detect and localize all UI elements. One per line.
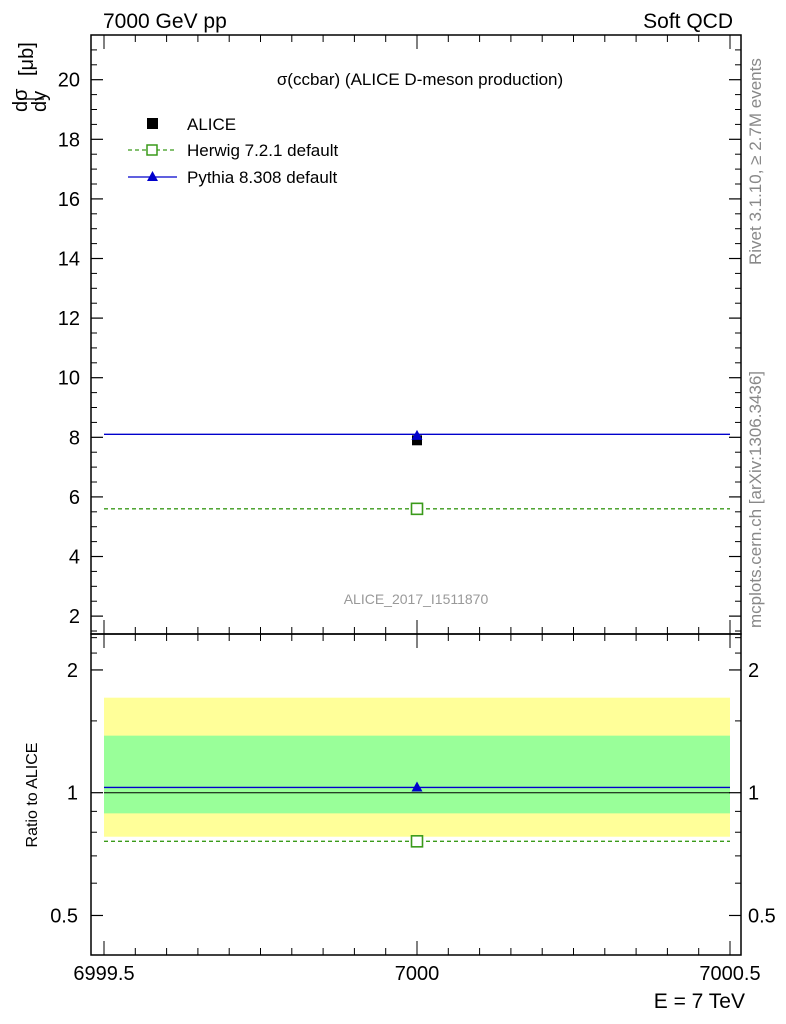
rivet-version-label: Rivet 3.1.10, ≥ 2.7M events: [746, 58, 765, 265]
ratio-pythia-marker: [411, 781, 423, 792]
header-right: Soft QCD: [643, 10, 733, 33]
ratio-y-tick-label-right: 2: [748, 660, 759, 682]
ratio-y-tick-label-right: 0.5: [748, 905, 776, 927]
y-axis-label-unit: [μb]: [16, 42, 38, 76]
legend-alice-marker: [147, 118, 158, 129]
y-tick-label: 12: [58, 308, 80, 330]
ratio-herwig-marker: [410, 835, 424, 848]
ratio-plot-frame: [90, 633, 742, 956]
ratio-y-axis-label: Ratio to ALICE: [24, 743, 41, 848]
plot-title: σ(ccbar) (ALICE D-meson production): [277, 70, 563, 89]
y-tick-label: 16: [58, 189, 80, 211]
header-left: 7000 GeV pp: [103, 10, 227, 33]
ratio-y-tick-label: 1: [67, 783, 78, 805]
y-tick-label: 18: [58, 129, 80, 151]
uncertainty-band-inner: [104, 735, 730, 814]
x-tick-label: 7000: [395, 963, 440, 985]
legend-alice-label: ALICE: [187, 115, 236, 134]
x-axis-label: E = 7 TeV: [654, 990, 745, 1013]
herwig-marker: [410, 502, 424, 516]
y-tick-label: 20: [58, 70, 80, 92]
y-tick-label: 10: [58, 368, 80, 390]
pythia-marker: [411, 429, 423, 440]
y-tick-label: 8: [69, 427, 80, 449]
y-tick-label: 14: [58, 249, 80, 271]
ratio-panel: [104, 781, 730, 848]
y-axis-label-denominator: dy: [29, 91, 51, 112]
legend-herwig-label: Herwig 7.2.1 default: [187, 141, 338, 160]
main-panel: [104, 429, 730, 516]
legend-pythia-label: Pythia 8.308 default: [187, 168, 338, 187]
ratio-y-tick-label-right: 1: [748, 783, 759, 805]
ratio-y-tick-label: 2: [67, 660, 78, 682]
legend-pythia-marker: [147, 171, 158, 181]
y-tick-label: 4: [69, 547, 80, 569]
y-tick-label: 2: [69, 606, 80, 628]
alice-data-point: [412, 435, 422, 446]
x-tick-label: 7000.5: [699, 963, 760, 985]
y-tick-label: 6: [69, 487, 80, 509]
ratio-bands: [104, 697, 730, 837]
ratio-y-tick-label: 0.5: [50, 905, 78, 927]
legend: ALICE Herwig 7.2.1 default Pythia 8.308 …: [128, 115, 338, 187]
y-axis-label-numerator: dσ: [10, 88, 32, 112]
mcplots-label: mcplots.cern.ch [arXiv:1306.3436]: [746, 371, 765, 628]
legend-herwig-marker: [146, 144, 158, 156]
analysis-id-watermark: ALICE_2017_I1511870: [344, 591, 489, 607]
x-tick-label: 6999.5: [73, 963, 134, 985]
